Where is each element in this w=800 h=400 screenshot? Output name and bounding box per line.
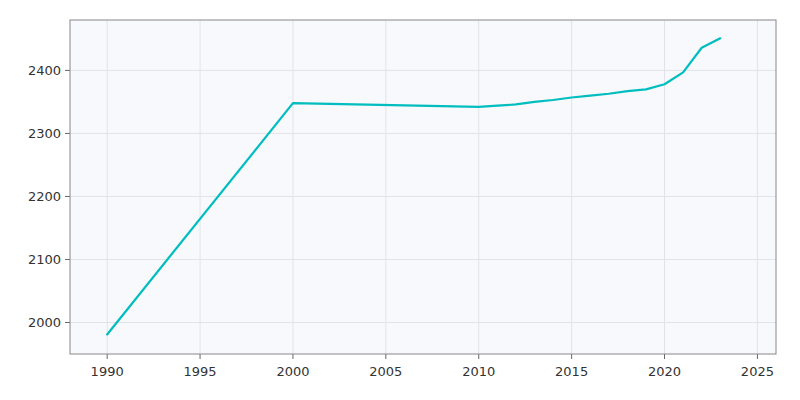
series-group bbox=[107, 38, 720, 334]
y-grid-line bbox=[70, 70, 776, 71]
x-tick bbox=[478, 354, 479, 359]
line bbox=[107, 38, 720, 334]
x-tick-label: 2005 bbox=[369, 364, 402, 379]
x-tick-label: 1990 bbox=[91, 364, 124, 379]
x-tick-label: 1995 bbox=[184, 364, 217, 379]
y-grid-line bbox=[70, 322, 776, 323]
tick-labels: 1990 1995 2000 2005 2010 2015 2020 2025 2000 2100… bbox=[28, 63, 774, 379]
plot-background bbox=[70, 20, 776, 354]
y-tick-label: 2000 bbox=[28, 315, 61, 330]
grid bbox=[65, 20, 776, 359]
x-tick-label: 2000 bbox=[276, 364, 309, 379]
plot-frame bbox=[70, 20, 776, 354]
x-tick-label: 2020 bbox=[648, 364, 681, 379]
y-tick bbox=[65, 322, 70, 323]
x-tick bbox=[385, 354, 386, 359]
y-tick-label: 2300 bbox=[28, 126, 61, 141]
y-tick bbox=[65, 70, 70, 71]
x-tick bbox=[292, 354, 293, 359]
x-tick bbox=[757, 354, 758, 359]
x-tick bbox=[200, 354, 201, 359]
y-tick bbox=[65, 196, 70, 197]
y-tick bbox=[65, 259, 70, 260]
chart-container: 1990 1995 2000 2005 2010 2015 2020 2025 2000 2100… bbox=[0, 0, 800, 400]
x-tick-label: 2025 bbox=[741, 364, 774, 379]
y-tick-label: 2400 bbox=[28, 63, 61, 78]
x-tick bbox=[664, 354, 665, 359]
y-tick-label: 2100 bbox=[28, 252, 61, 267]
y-tick-label: 2200 bbox=[28, 189, 61, 204]
x-tick bbox=[571, 354, 572, 359]
x-tick bbox=[107, 354, 108, 359]
y-grid-line bbox=[70, 259, 776, 260]
y-grid-line bbox=[70, 133, 776, 134]
y-grid-line bbox=[70, 196, 776, 197]
x-tick-label: 2010 bbox=[462, 364, 495, 379]
x-tick-label: 2015 bbox=[555, 364, 588, 379]
chart-svg: 1990 1995 2000 2005 2010 2015 2020 2025 2000 2100… bbox=[0, 0, 800, 400]
y-tick bbox=[65, 133, 70, 134]
